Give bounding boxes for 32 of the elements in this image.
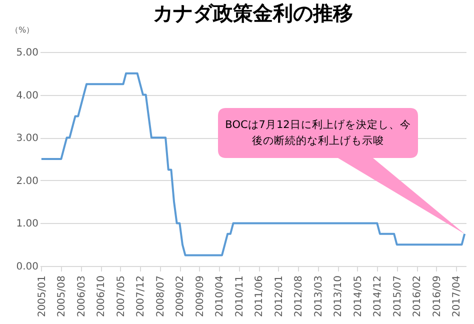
x-tick-label: 2014/12: [372, 276, 384, 318]
x-tick-label: 2012/01: [274, 276, 285, 318]
x-tick-label: 2010/04: [214, 276, 226, 318]
x-tick-label: 2010/11: [234, 276, 246, 318]
x-tick-label: 2006/10: [96, 276, 108, 318]
x-tick-label: 2014/05: [352, 276, 364, 318]
y-tick-label: 0.00: [16, 262, 38, 272]
x-tick-label: 2013/03: [313, 276, 324, 318]
x-tick-label: 2005/01: [36, 276, 48, 318]
annotation: BOCは7月12日に利上げを決定し、今後の断続的な利上げも示唆: [225, 118, 411, 147]
x-tick-label: 2017/04: [452, 276, 463, 318]
y-tick-label: 4.00: [16, 90, 38, 102]
x-tick-label: 2011/06: [254, 276, 266, 318]
x-tick-label: 2008/07: [155, 276, 166, 318]
x-tick-label: 2009/09: [194, 276, 206, 318]
x-tick-label: 2007/12: [136, 276, 147, 318]
x-tick-label: 2012/08: [294, 276, 305, 318]
y-tick-label: 2.00: [16, 176, 38, 187]
x-tick-label: 2015/07: [392, 276, 404, 318]
x-tick-label: 2006/03: [76, 276, 88, 318]
x-tick-label: 2016/09: [432, 276, 443, 318]
y-tick-label: 3.00: [16, 133, 38, 144]
y-tick-label: 5.00: [16, 48, 38, 58]
y-tick-label: 1.00: [16, 218, 38, 230]
x-tick-label: 2016/02: [412, 276, 424, 318]
x-tick-label: 2005/08: [56, 276, 68, 318]
x-tick-label: 2009/02: [175, 276, 186, 318]
y-axis-title: （%）: [10, 26, 34, 34]
line-series: [40, 72, 466, 256]
x-tick-label: 2007/05: [116, 276, 127, 318]
x-tick-label: 2013/10: [333, 276, 344, 318]
chart-title: カナダ政策金利の推移: [153, 1, 353, 25]
